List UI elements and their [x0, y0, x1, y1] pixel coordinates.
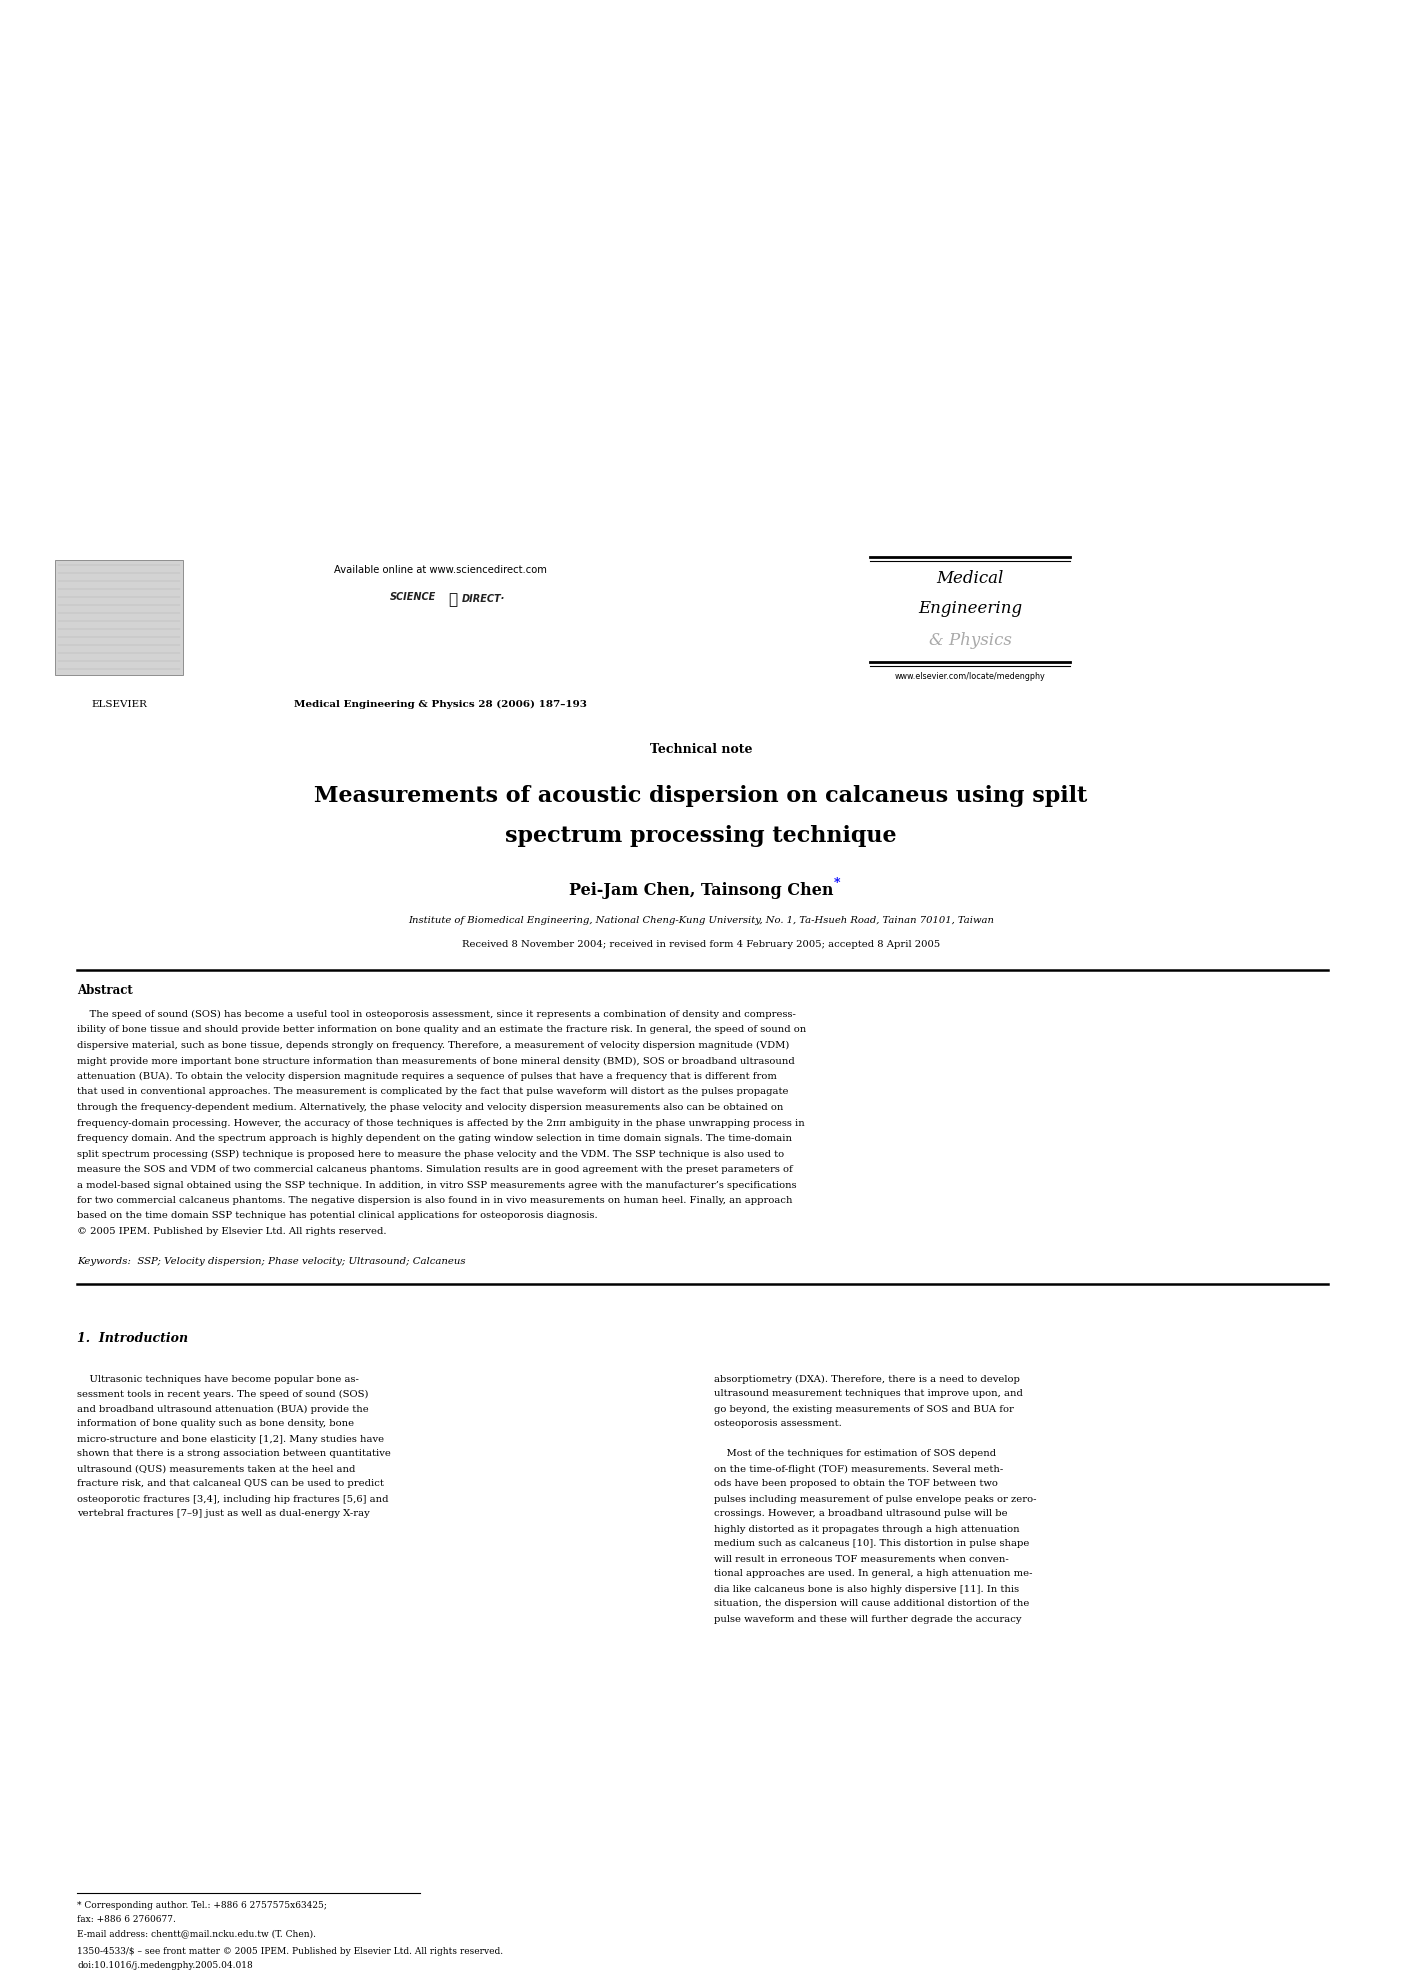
Text: The speed of sound (SOS) has become a useful tool in osteoporosis assessment, si: The speed of sound (SOS) has become a us… [77, 1010, 796, 1018]
Text: for two commercial calcaneus phantoms. The negative dispersion is also found in : for two commercial calcaneus phantoms. T… [77, 1197, 793, 1205]
Text: micro-structure and bone elasticity [1,2]. Many studies have: micro-structure and bone elasticity [1,2… [77, 1435, 384, 1443]
Text: dispersive material, such as bone tissue, depends strongly on frequency. Therefo: dispersive material, such as bone tissue… [77, 1040, 790, 1050]
Text: dia like calcaneus bone is also highly dispersive [11]. In this: dia like calcaneus bone is also highly d… [714, 1584, 1019, 1594]
Text: ⓓ: ⓓ [448, 592, 457, 607]
Text: crossings. However, a broadband ultrasound pulse will be: crossings. However, a broadband ultrasou… [714, 1509, 1007, 1519]
Text: SCIENCE: SCIENCE [390, 592, 436, 601]
Text: 1350-4533/$ – see front matter © 2005 IPEM. Published by Elsevier Ltd. All right: 1350-4533/$ – see front matter © 2005 IP… [77, 1947, 504, 1955]
Text: osteoporotic fractures [3,4], including hip fractures [5,6] and: osteoporotic fractures [3,4], including … [77, 1495, 389, 1503]
Text: through the frequency-dependent medium. Alternatively, the phase velocity and ve: through the frequency-dependent medium. … [77, 1104, 783, 1112]
Text: Medical: Medical [936, 570, 1003, 588]
Text: will result in erroneous TOF measurements when conven-: will result in erroneous TOF measurement… [714, 1554, 1009, 1564]
Text: tional approaches are used. In general, a high attenuation me-: tional approaches are used. In general, … [714, 1570, 1033, 1578]
Text: Measurements of acoustic dispersion on calcaneus using spilt: Measurements of acoustic dispersion on c… [314, 784, 1087, 808]
Text: a model-based signal obtained using the SSP technique. In addition, in vitro SSP: a model-based signal obtained using the … [77, 1181, 797, 1189]
Text: measure the SOS and VDM of two commercial calcaneus phantoms. Simulation results: measure the SOS and VDM of two commercia… [77, 1165, 793, 1173]
Text: Pei-Jam Chen, Tainsong Chen: Pei-Jam Chen, Tainsong Chen [568, 881, 833, 899]
Text: medium such as calcaneus [10]. This distortion in pulse shape: medium such as calcaneus [10]. This dist… [714, 1540, 1030, 1548]
Text: on the time-of-flight (TOF) measurements. Several meth-: on the time-of-flight (TOF) measurements… [714, 1465, 1003, 1473]
Text: might provide more important bone structure information than measurements of bon: might provide more important bone struct… [77, 1056, 794, 1066]
Text: fax: +886 6 2760677.: fax: +886 6 2760677. [77, 1916, 175, 1923]
Text: Available online at www.sciencedirect.com: Available online at www.sciencedirect.co… [334, 566, 546, 576]
Text: ultrasound measurement techniques that improve upon, and: ultrasound measurement techniques that i… [714, 1390, 1023, 1399]
Text: osteoporosis assessment.: osteoporosis assessment. [714, 1419, 842, 1429]
Text: ods have been proposed to obtain the TOF between two: ods have been proposed to obtain the TOF… [714, 1479, 998, 1489]
Text: based on the time domain SSP technique has potential clinical applications for o: based on the time domain SSP technique h… [77, 1211, 598, 1221]
Text: Engineering: Engineering [918, 599, 1021, 617]
Text: Most of the techniques for estimation of SOS depend: Most of the techniques for estimation of… [714, 1449, 996, 1459]
Text: Technical note: Technical note [650, 742, 752, 756]
Text: pulses including measurement of pulse envelope peaks or zero-: pulses including measurement of pulse en… [714, 1495, 1037, 1503]
Text: ibility of bone tissue and should provide better information on bone quality and: ibility of bone tissue and should provid… [77, 1026, 807, 1034]
Text: information of bone quality such as bone density, bone: information of bone quality such as bone… [77, 1419, 354, 1429]
Text: * Corresponding author. Tel.: +886 6 2757575x63425;: * Corresponding author. Tel.: +886 6 275… [77, 1902, 327, 1910]
Text: sessment tools in recent years. The speed of sound (SOS): sessment tools in recent years. The spee… [77, 1390, 369, 1399]
Text: pulse waveform and these will further degrade the accuracy: pulse waveform and these will further de… [714, 1614, 1021, 1624]
Text: situation, the dispersion will cause additional distortion of the: situation, the dispersion will cause add… [714, 1600, 1030, 1608]
Text: highly distorted as it propagates through a high attenuation: highly distorted as it propagates throug… [714, 1524, 1020, 1534]
Text: go beyond, the existing measurements of SOS and BUA for: go beyond, the existing measurements of … [714, 1405, 1014, 1413]
Text: ELSEVIER: ELSEVIER [91, 701, 147, 709]
Text: 1.  Introduction: 1. Introduction [77, 1332, 188, 1346]
Text: www.elsevier.com/locate/medengphy: www.elsevier.com/locate/medengphy [895, 673, 1045, 681]
Text: fracture risk, and that calcaneal QUS can be used to predict: fracture risk, and that calcaneal QUS ca… [77, 1479, 384, 1489]
Text: Medical Engineering & Physics 28 (2006) 187–193: Medical Engineering & Physics 28 (2006) … [293, 701, 586, 709]
Text: Keywords:  SSP; Velocity dispersion; Phase velocity; Ultrasound; Calcaneus: Keywords: SSP; Velocity dispersion; Phas… [77, 1257, 466, 1266]
Text: absorptiometry (DXA). Therefore, there is a need to develop: absorptiometry (DXA). Therefore, there i… [714, 1374, 1020, 1384]
Text: spectrum processing technique: spectrum processing technique [505, 826, 897, 848]
Text: ultrasound (QUS) measurements taken at the heel and: ultrasound (QUS) measurements taken at t… [77, 1465, 355, 1473]
Text: that used in conventional approaches. The measurement is complicated by the fact: that used in conventional approaches. Th… [77, 1088, 788, 1096]
Text: Ultrasonic techniques have become popular bone as-: Ultrasonic techniques have become popula… [77, 1374, 359, 1384]
Text: E-mail address: chentt@mail.ncku.edu.tw (T. Chen).: E-mail address: chentt@mail.ncku.edu.tw … [77, 1929, 316, 1937]
Text: attenuation (BUA). To obtain the velocity dispersion magnitude requires a sequen: attenuation (BUA). To obtain the velocit… [77, 1072, 777, 1082]
Text: Institute of Biomedical Engineering, National Cheng-Kung University, No. 1, Ta-H: Institute of Biomedical Engineering, Nat… [408, 915, 993, 925]
Text: DIRECT·: DIRECT· [462, 594, 505, 603]
Text: vertebral fractures [7–9] just as well as dual-energy X-ray: vertebral fractures [7–9] just as well a… [77, 1509, 370, 1519]
Text: frequency-domain processing. However, the accuracy of those techniques is affect: frequency-domain processing. However, th… [77, 1118, 805, 1127]
Text: © 2005 IPEM. Published by Elsevier Ltd. All rights reserved.: © 2005 IPEM. Published by Elsevier Ltd. … [77, 1227, 386, 1237]
Text: & Physics: & Physics [929, 631, 1012, 649]
Text: Abstract: Abstract [77, 985, 133, 996]
Text: split spectrum processing (SSP) technique is proposed here to measure the phase : split spectrum processing (SSP) techniqu… [77, 1149, 784, 1159]
Bar [55, 560, 182, 675]
Text: Received 8 November 2004; received in revised form 4 February 2005; accepted 8 A: Received 8 November 2004; received in re… [462, 941, 940, 949]
Text: shown that there is a strong association between quantitative: shown that there is a strong association… [77, 1449, 391, 1459]
Text: frequency domain. And the spectrum approach is highly dependent on the gating wi: frequency domain. And the spectrum appro… [77, 1133, 793, 1143]
Text: and broadband ultrasound attenuation (BUA) provide the: and broadband ultrasound attenuation (BU… [77, 1405, 369, 1413]
Text: doi:10.1016/j.medengphy.2005.04.018: doi:10.1016/j.medengphy.2005.04.018 [77, 1961, 253, 1969]
Text: *: * [833, 877, 840, 889]
